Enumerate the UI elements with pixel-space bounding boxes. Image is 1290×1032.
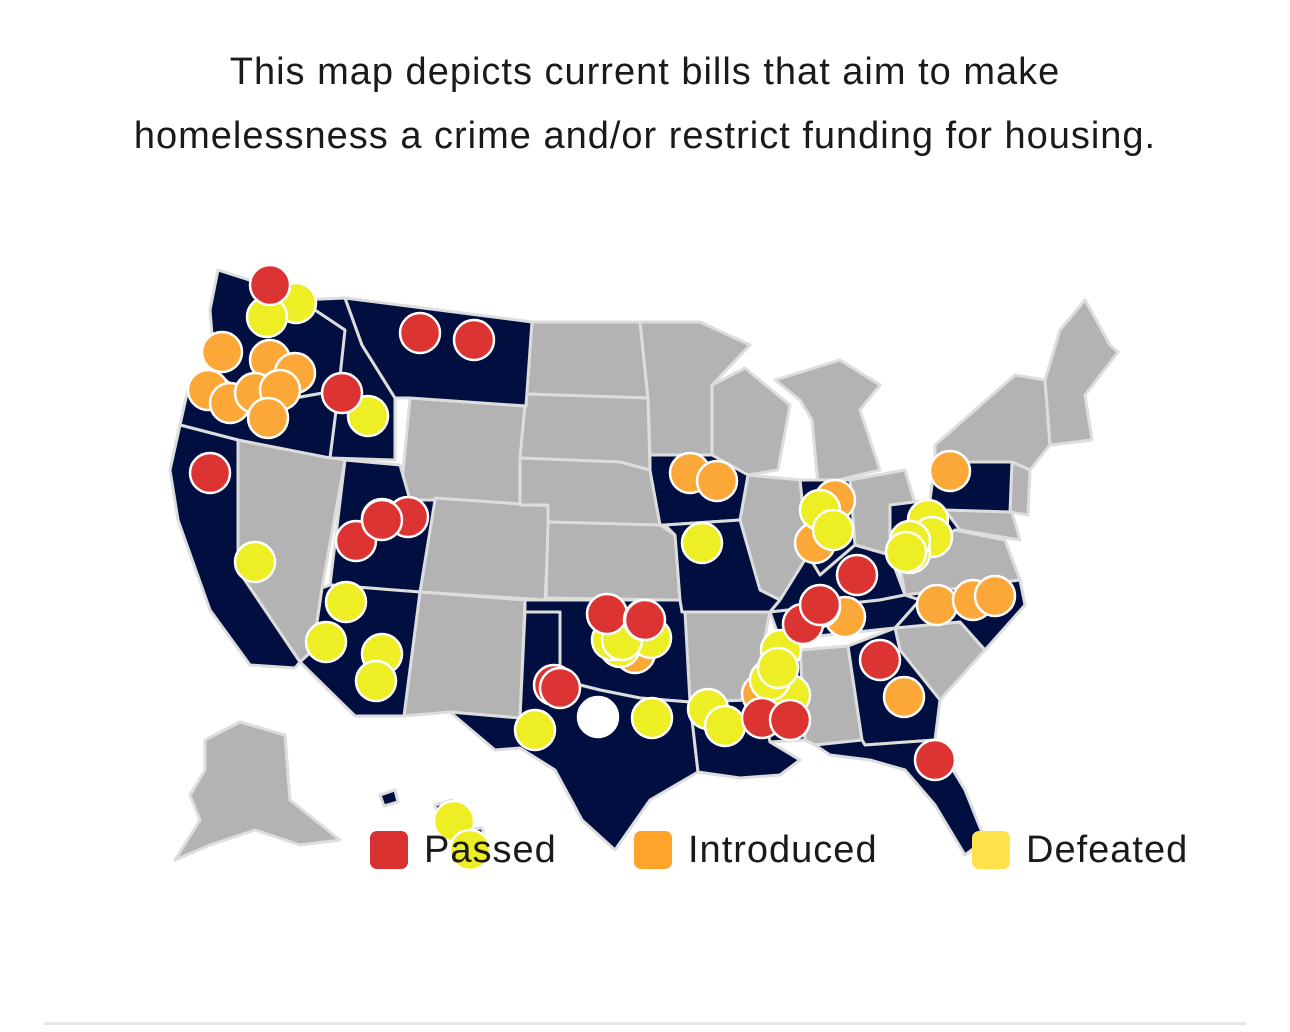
marker-passed <box>320 371 364 415</box>
state-nm <box>402 590 527 720</box>
marker-passed <box>913 738 957 782</box>
marker-passed <box>798 583 842 627</box>
marker-passed <box>768 698 812 742</box>
marker-defeated <box>756 646 800 690</box>
marker-passed <box>188 451 232 495</box>
legend-passed-swatch <box>370 831 408 869</box>
marker-passed <box>538 666 582 710</box>
map-title: This map depicts current bills that aim … <box>0 40 1290 168</box>
marker-defeated <box>811 508 855 552</box>
marker-other <box>576 695 620 739</box>
legend-introduced: Introduced <box>634 828 878 872</box>
marker-introduced <box>246 396 290 440</box>
marker-defeated <box>448 828 492 872</box>
marker-introduced <box>200 330 244 374</box>
state-nd <box>524 320 650 400</box>
legend-defeated-swatch <box>972 831 1010 869</box>
marker-defeated <box>304 620 348 664</box>
state-ak <box>173 720 342 862</box>
bottom-divider <box>44 1022 1246 1025</box>
marker-passed <box>360 498 404 542</box>
marker-introduced <box>973 574 1017 618</box>
marker-defeated <box>324 580 368 624</box>
marker-defeated <box>884 530 928 574</box>
marker-passed <box>452 318 496 362</box>
marker-introduced <box>695 459 739 503</box>
marker-passed <box>858 638 902 682</box>
legend-defeated: Defeated <box>972 828 1188 872</box>
marker-introduced <box>915 583 959 627</box>
state-wy <box>398 396 527 514</box>
state-co <box>418 496 552 602</box>
state-new-england <box>1043 298 1120 447</box>
legend-defeated-label: Defeated <box>1026 828 1189 871</box>
legend-introduced-swatch <box>634 831 672 869</box>
marker-introduced <box>882 675 926 719</box>
marker-passed <box>585 592 629 636</box>
legend-introduced-label: Introduced <box>688 828 878 871</box>
marker-defeated <box>513 708 557 752</box>
marker-passed <box>835 553 879 597</box>
marker-passed <box>623 598 667 642</box>
marker-introduced <box>928 449 972 493</box>
marker-defeated <box>680 521 724 565</box>
title-line-2: homelessness a crime and/or restrict fun… <box>133 115 1157 157</box>
marker-defeated <box>233 540 277 584</box>
title-line-1: This map depicts current bills that aim … <box>229 51 1061 93</box>
marker-defeated <box>703 704 747 748</box>
state-mi <box>773 358 882 487</box>
legend-passed-label: Passed <box>424 828 557 871</box>
marker-defeated <box>630 696 674 740</box>
marker-passed <box>248 263 292 307</box>
legend-passed: Passed <box>370 828 557 872</box>
state-ks <box>544 520 682 602</box>
marker-defeated <box>354 659 398 703</box>
marker-passed <box>398 311 442 355</box>
